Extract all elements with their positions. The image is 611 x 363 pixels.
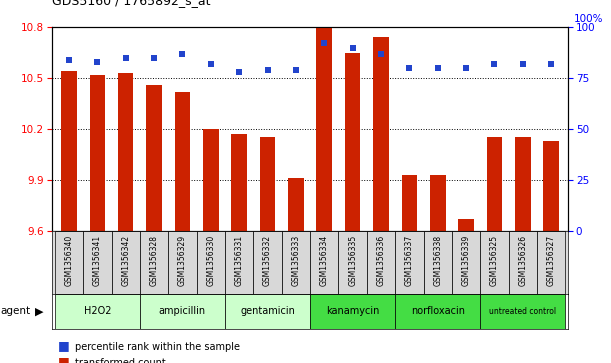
Text: agent: agent xyxy=(1,306,31,316)
Bar xyxy=(401,175,417,231)
Bar xyxy=(140,294,225,329)
Point xyxy=(489,61,499,67)
Point xyxy=(518,61,528,67)
Bar xyxy=(83,231,112,294)
Bar xyxy=(282,231,310,294)
Text: transformed count: transformed count xyxy=(75,358,166,363)
Point xyxy=(291,67,301,73)
Bar xyxy=(310,231,338,294)
Text: GSM1356325: GSM1356325 xyxy=(490,235,499,286)
Bar xyxy=(367,231,395,294)
Bar xyxy=(61,71,77,231)
Bar xyxy=(509,231,537,294)
Bar xyxy=(480,294,565,329)
Bar xyxy=(254,231,282,294)
Bar xyxy=(175,91,190,231)
Bar xyxy=(515,137,530,231)
Point xyxy=(461,65,471,71)
Point xyxy=(178,51,188,57)
Bar xyxy=(90,75,105,231)
Point xyxy=(234,69,244,75)
Text: GSM1356328: GSM1356328 xyxy=(150,235,159,286)
Point xyxy=(348,45,357,50)
Text: gentamicin: gentamicin xyxy=(240,306,295,316)
Point xyxy=(149,55,159,61)
Bar xyxy=(140,231,168,294)
Point xyxy=(206,61,216,67)
Text: ■: ■ xyxy=(58,339,70,352)
Point xyxy=(433,65,442,71)
Bar xyxy=(395,231,423,294)
Point xyxy=(404,65,414,71)
Bar xyxy=(112,231,140,294)
Bar xyxy=(197,231,225,294)
Text: percentile rank within the sample: percentile rank within the sample xyxy=(75,342,240,352)
Bar xyxy=(480,231,509,294)
Text: ampicillin: ampicillin xyxy=(159,306,206,316)
Text: untreated control: untreated control xyxy=(489,307,557,316)
Text: GSM1356339: GSM1356339 xyxy=(461,235,470,286)
Text: ▶: ▶ xyxy=(35,306,44,316)
Text: GSM1356326: GSM1356326 xyxy=(518,235,527,286)
Point xyxy=(320,41,329,46)
Text: kanamycin: kanamycin xyxy=(326,306,379,316)
Text: GSM1356332: GSM1356332 xyxy=(263,235,272,286)
Text: GSM1356333: GSM1356333 xyxy=(291,235,301,286)
Bar xyxy=(537,231,565,294)
Bar xyxy=(310,294,395,329)
Text: GSM1356327: GSM1356327 xyxy=(547,235,556,286)
Point xyxy=(92,59,102,65)
Point xyxy=(263,67,273,73)
Point xyxy=(376,51,386,57)
Bar xyxy=(55,294,140,329)
Bar xyxy=(168,231,197,294)
Point xyxy=(64,57,74,63)
Text: ■: ■ xyxy=(58,355,70,363)
Text: GSM1356338: GSM1356338 xyxy=(433,235,442,286)
Bar xyxy=(225,231,254,294)
Point xyxy=(546,61,556,67)
Text: GSM1356335: GSM1356335 xyxy=(348,235,357,286)
Bar xyxy=(288,178,304,231)
Bar xyxy=(373,37,389,231)
Text: GSM1356342: GSM1356342 xyxy=(121,235,130,286)
Bar xyxy=(430,175,445,231)
Bar xyxy=(345,53,360,231)
Text: H2O2: H2O2 xyxy=(84,306,111,316)
Text: 100%: 100% xyxy=(574,15,603,24)
Bar xyxy=(423,231,452,294)
Text: GSM1356337: GSM1356337 xyxy=(405,235,414,286)
Bar xyxy=(316,27,332,231)
Text: GSM1356330: GSM1356330 xyxy=(207,235,215,286)
Text: GSM1356331: GSM1356331 xyxy=(235,235,244,286)
Text: GSM1356341: GSM1356341 xyxy=(93,235,102,286)
Bar xyxy=(452,231,480,294)
Bar xyxy=(232,134,247,231)
Bar xyxy=(118,73,133,231)
Bar xyxy=(55,231,83,294)
Bar xyxy=(146,85,162,231)
Text: norfloxacin: norfloxacin xyxy=(411,306,465,316)
Bar xyxy=(458,219,474,231)
Bar xyxy=(543,141,559,231)
Text: GSM1356329: GSM1356329 xyxy=(178,235,187,286)
Bar xyxy=(487,137,502,231)
Text: GSM1356340: GSM1356340 xyxy=(64,235,73,286)
Bar xyxy=(203,129,219,231)
Bar xyxy=(225,294,310,329)
Bar xyxy=(395,294,480,329)
Point xyxy=(121,55,131,61)
Text: GSM1356334: GSM1356334 xyxy=(320,235,329,286)
Text: GSM1356336: GSM1356336 xyxy=(376,235,386,286)
Text: GDS5160 / 1765892_s_at: GDS5160 / 1765892_s_at xyxy=(52,0,210,7)
Bar xyxy=(260,137,276,231)
Bar xyxy=(338,231,367,294)
